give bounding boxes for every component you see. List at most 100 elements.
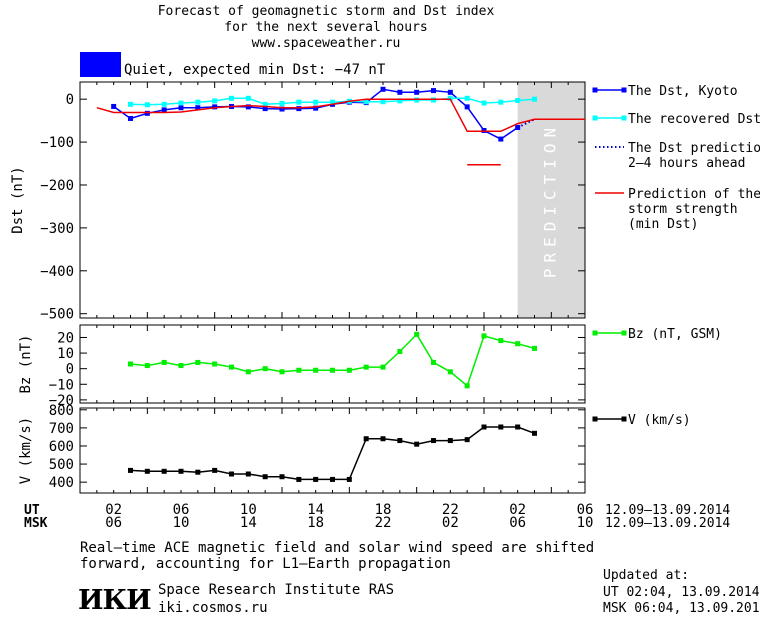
legend-label: The Dst, Kyoto: [628, 84, 738, 99]
v-series-line: [130, 426, 535, 481]
legend-label: The Dst prediction: [628, 141, 760, 156]
v-data-point: [414, 441, 420, 447]
dst-data-point: [397, 89, 403, 95]
dst-series-line: [517, 118, 535, 129]
bz-data-point: [161, 359, 167, 365]
chart-title-line1: Forecast of geomagnetic storm and Dst in…: [157, 4, 495, 19]
y-tick-label: −400: [40, 264, 74, 280]
msk-tick-label: 02: [442, 515, 459, 531]
y-tick-label: 0: [66, 362, 74, 378]
dst-data-point: [414, 89, 420, 95]
legend-label: 2–4 hours ahead: [628, 156, 745, 171]
y-tick-label: 20: [57, 330, 74, 346]
v-data-point: [144, 468, 150, 474]
bz-data-point: [515, 341, 521, 347]
v-data-point: [397, 438, 403, 444]
dst-data-point: [313, 99, 319, 105]
v-panel: 800 700 600 500 400 V (km/s): [18, 403, 586, 494]
bz-data-point: [195, 359, 201, 365]
dst-data-point: [144, 110, 150, 116]
y-tick-label: −300: [40, 221, 74, 237]
y-tick-label: 500: [49, 457, 74, 473]
ut-tick-label: 06: [173, 502, 190, 518]
bz-data-point: [431, 359, 436, 365]
dst-data-point: [279, 106, 285, 112]
msk-axis-label: MSK: [24, 516, 48, 531]
dst-data-point: [178, 100, 184, 106]
dst-data-point: [414, 97, 420, 103]
y-tick-label: −500: [40, 307, 74, 323]
dst-data-point: [111, 103, 117, 109]
dst-data-point: [296, 99, 302, 105]
dst-data-point: [380, 99, 386, 105]
v-data-point: [229, 471, 234, 477]
dst-data-point: [397, 98, 403, 104]
bz-data-point: [279, 369, 285, 375]
bz-data-point: [532, 345, 537, 351]
v-data-point: [464, 437, 470, 443]
v-data-point: [245, 471, 251, 477]
dst-series-line: [96, 98, 585, 133]
v-data-point: [178, 468, 184, 474]
y-tick-label: 800: [49, 403, 74, 419]
dst-data-point: [161, 107, 167, 113]
v-data-point: [161, 468, 167, 474]
dst-data-point: [195, 105, 201, 111]
dst-data-point: [212, 98, 218, 104]
dst-data-point: [229, 95, 234, 101]
msk-tick-label: 14: [240, 515, 257, 531]
institute-url[interactable]: iki.cosmos.ru: [158, 600, 268, 616]
ut-tick-label: 02: [105, 502, 122, 518]
ut-axis-label: UT: [24, 503, 40, 518]
v-data-point: [279, 474, 285, 480]
dst-data-point: [498, 99, 504, 105]
msk-tick-label: 22: [375, 515, 392, 531]
v-data-point: [532, 430, 537, 436]
ut-tick-label: 18: [375, 502, 392, 518]
y-tick-label: −100: [40, 135, 74, 151]
dst-data-point: [498, 136, 504, 142]
chart-title-url: www.spaceweather.ru: [251, 36, 401, 51]
note-line2: forward, accounting for L1–Earth propaga…: [80, 556, 451, 572]
iki-logo: ИКИ: [78, 585, 152, 616]
dst-data-point: [380, 86, 386, 92]
v-axis-label: V (km/s): [18, 417, 34, 484]
legend-marker: [621, 416, 627, 422]
v-data-point: [128, 467, 133, 473]
msk-tick-label: 10: [173, 515, 190, 531]
dst-axis-label: Dst (nT): [10, 166, 26, 233]
bz-data-point: [178, 363, 184, 369]
bz-data-point: [481, 333, 487, 339]
status-text: Quiet, expected min Dst: −47 nT: [124, 62, 386, 78]
status-color-swatch: [80, 52, 121, 77]
dst-data-point: [447, 89, 453, 95]
dst-data-point: [515, 124, 521, 130]
dst-data-point: [313, 105, 319, 111]
updated-ut: UT 02:04, 13.09.2014: [603, 585, 760, 600]
bz-data-point: [464, 383, 470, 389]
dst-data-point: [245, 95, 251, 101]
v-data-point: [363, 436, 369, 442]
note-line1: Real–time ACE magnetic field and solar w…: [80, 540, 595, 556]
legend-label: Prediction of the: [628, 187, 760, 202]
bz-series-line: [130, 333, 535, 388]
v-data-point: [195, 469, 201, 475]
y-tick-label: 0: [66, 92, 74, 108]
dst-data-point: [330, 99, 335, 105]
v-data-point: [296, 476, 302, 482]
y-tick-label: 400: [49, 475, 74, 491]
updated-label: Updated at:: [603, 568, 690, 583]
bz-data-point: [414, 331, 420, 337]
dst-data-point: [262, 106, 268, 112]
y-tick-label: −10: [49, 377, 74, 393]
y-tick-label: 10: [57, 346, 74, 362]
ut-tick-label: 06: [577, 502, 594, 518]
v-data-point: [313, 476, 319, 482]
dst-data-point: [161, 101, 167, 107]
v-data-point: [498, 424, 504, 430]
dst-data-point: [144, 102, 150, 108]
bz-data-point: [296, 367, 302, 373]
legend-marker: [621, 115, 627, 121]
bz-data-point: [128, 361, 133, 367]
